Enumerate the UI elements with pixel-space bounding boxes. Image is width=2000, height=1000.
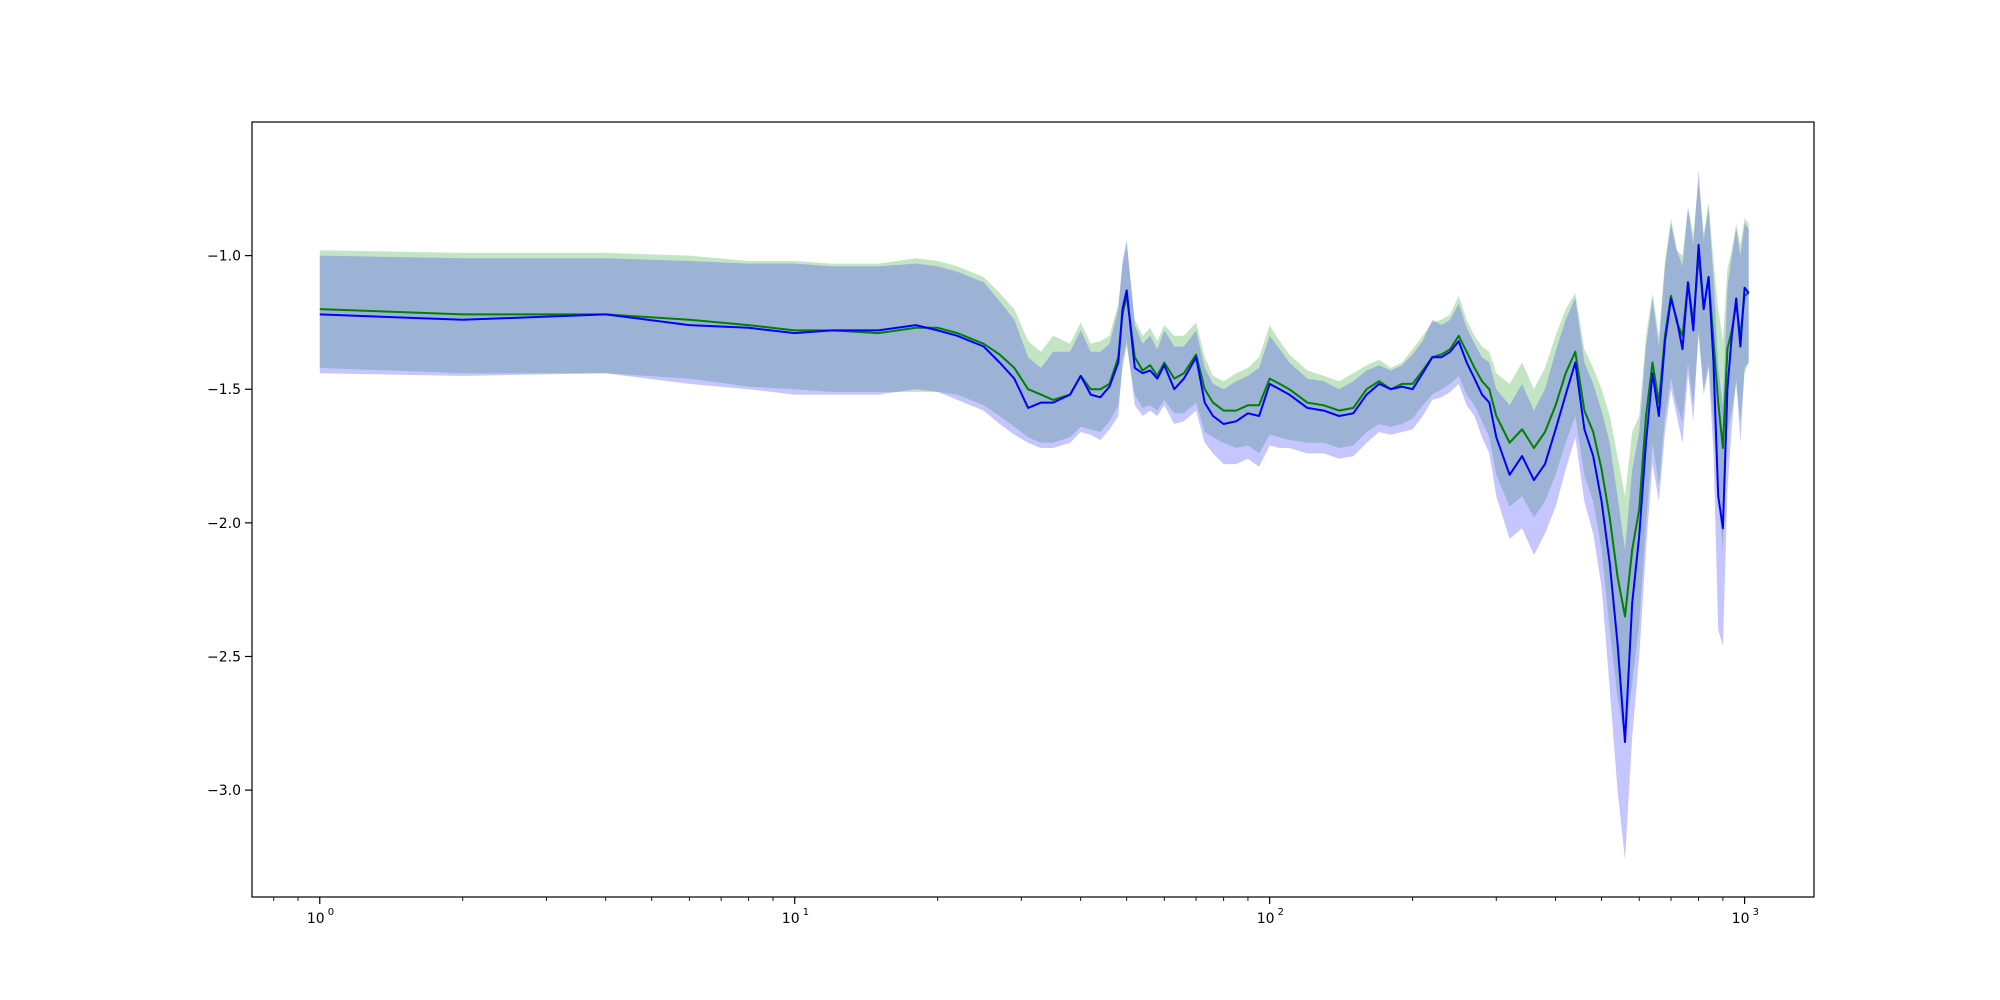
x-tick-label: 10 [307,911,325,927]
y-axis: −1.0 −1.5 −2.0 −2.5 −3.0 [207,249,252,799]
y-tick-label: −3.0 [207,783,241,799]
x-tick-label: 10 [1732,911,1750,927]
plot-frame [251,121,1815,898]
x-tick-exponent: 2 [1278,907,1284,918]
y-tick-label: −1.0 [207,249,241,265]
x-tick-label: 10 [1257,911,1275,927]
y-tick-label: −1.5 [207,382,241,398]
x-tick-label: 10 [782,911,800,927]
x-tick-exponent: 0 [328,907,334,918]
series-2-band [319,170,1749,860]
y-tick-label: −2.0 [207,516,241,532]
confidence-bands [319,170,1749,860]
y-tick-label: −2.5 [207,649,241,665]
x-axis: 10 0 10 1 10 2 10 3 [273,897,1759,927]
x-tick-exponent: 3 [1753,907,1759,918]
x-tick-exponent: 1 [803,907,809,918]
series-2-line [319,243,1750,743]
series-lines [319,243,1750,743]
series-1-band [319,180,1749,743]
